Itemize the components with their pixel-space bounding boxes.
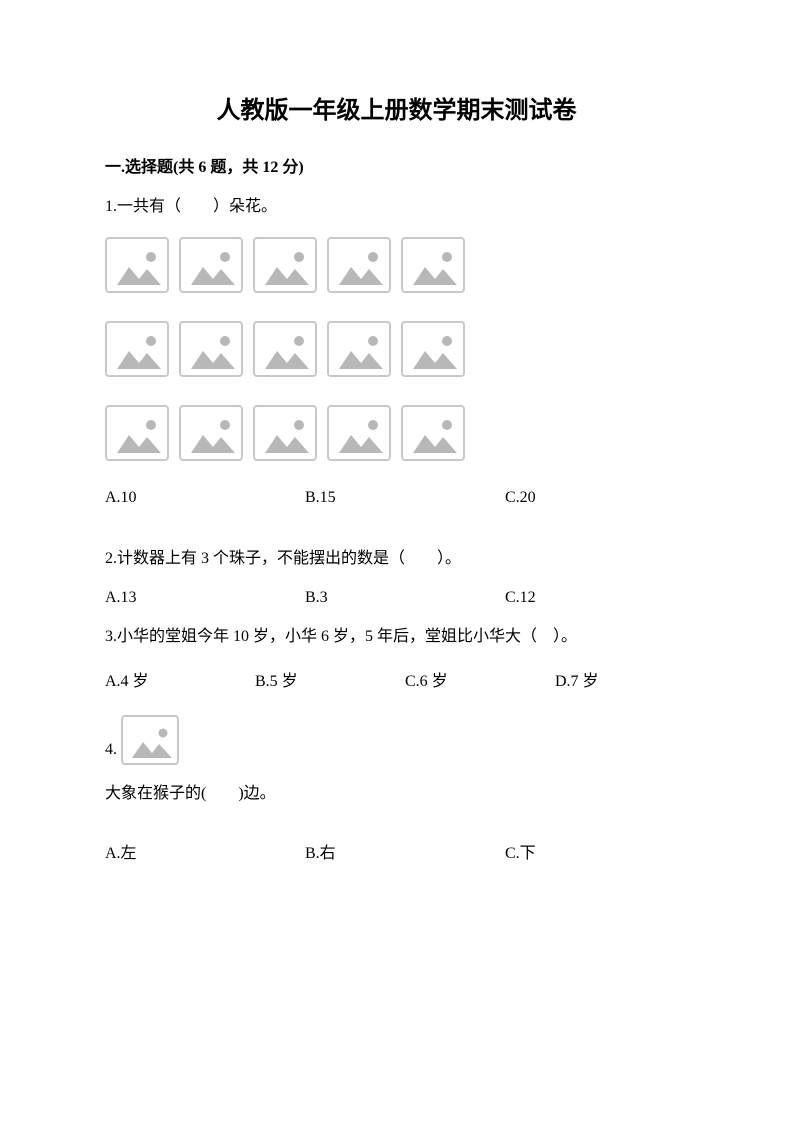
q1-row-1 — [105, 237, 688, 293]
q4-option-a: A.左 — [105, 839, 305, 863]
q3-text: 3.小华的堂姐今年 10 岁，小华 6 岁，5 年后，堂姐比小华大（ ）。 — [105, 625, 688, 649]
q2-options: A.13 B.3 C.12 — [105, 589, 688, 607]
q2-option-c: C.12 — [505, 589, 655, 607]
placeholder-image-icon — [401, 237, 465, 293]
q2-option-a: A.13 — [105, 589, 305, 607]
placeholder-image-icon — [105, 237, 169, 293]
placeholder-image-icon — [179, 405, 243, 461]
q3-option-d: D.7 岁 — [555, 667, 655, 691]
q3-options: A.4 岁 B.5 岁 C.6 岁 D.7 岁 — [105, 667, 688, 691]
q4-option-b: B.右 — [305, 839, 505, 863]
placeholder-image-icon — [253, 405, 317, 461]
section-header: 一.选择题(共 6 题，共 12 分) — [105, 153, 688, 177]
placeholder-image-icon — [179, 237, 243, 293]
q3-option-b: B.5 岁 — [255, 667, 405, 691]
q2-option-b: B.3 — [305, 589, 505, 607]
placeholder-image-icon — [121, 715, 179, 765]
placeholder-image-icon — [401, 321, 465, 377]
placeholder-image-icon — [327, 321, 391, 377]
q4-options: A.左 B.右 C.下 — [105, 839, 688, 863]
q1-option-b: B.15 — [305, 489, 505, 507]
q3-option-c: C.6 岁 — [405, 667, 555, 691]
q4-number-line: 4. — [105, 715, 688, 765]
q1-image-grid — [105, 237, 688, 461]
placeholder-image-icon — [105, 321, 169, 377]
placeholder-image-icon — [327, 405, 391, 461]
placeholder-image-icon — [401, 405, 465, 461]
q1-option-a: A.10 — [105, 489, 305, 507]
placeholder-image-icon — [327, 237, 391, 293]
page-title: 人教版一年级上册数学期末测试卷 — [105, 90, 688, 125]
q4-option-c: C.下 — [505, 839, 655, 863]
placeholder-image-icon — [253, 321, 317, 377]
q1-text: 1.一共有（ ）朵花。 — [105, 195, 688, 219]
placeholder-image-icon — [253, 237, 317, 293]
q1-row-2 — [105, 321, 688, 377]
placeholder-image-icon — [179, 321, 243, 377]
q4-text: 大象在猴子的( )边。 — [105, 779, 688, 803]
q1-options: A.10 B.15 C.20 — [105, 489, 688, 507]
q3-option-a: A.4 岁 — [105, 667, 255, 691]
q1-option-c: C.20 — [505, 489, 655, 507]
q4-number: 4. — [105, 741, 117, 765]
q1-row-3 — [105, 405, 688, 461]
q2-text: 2.计数器上有 3 个珠子，不能摆出的数是（ ）。 — [105, 547, 688, 571]
placeholder-image-icon — [105, 405, 169, 461]
